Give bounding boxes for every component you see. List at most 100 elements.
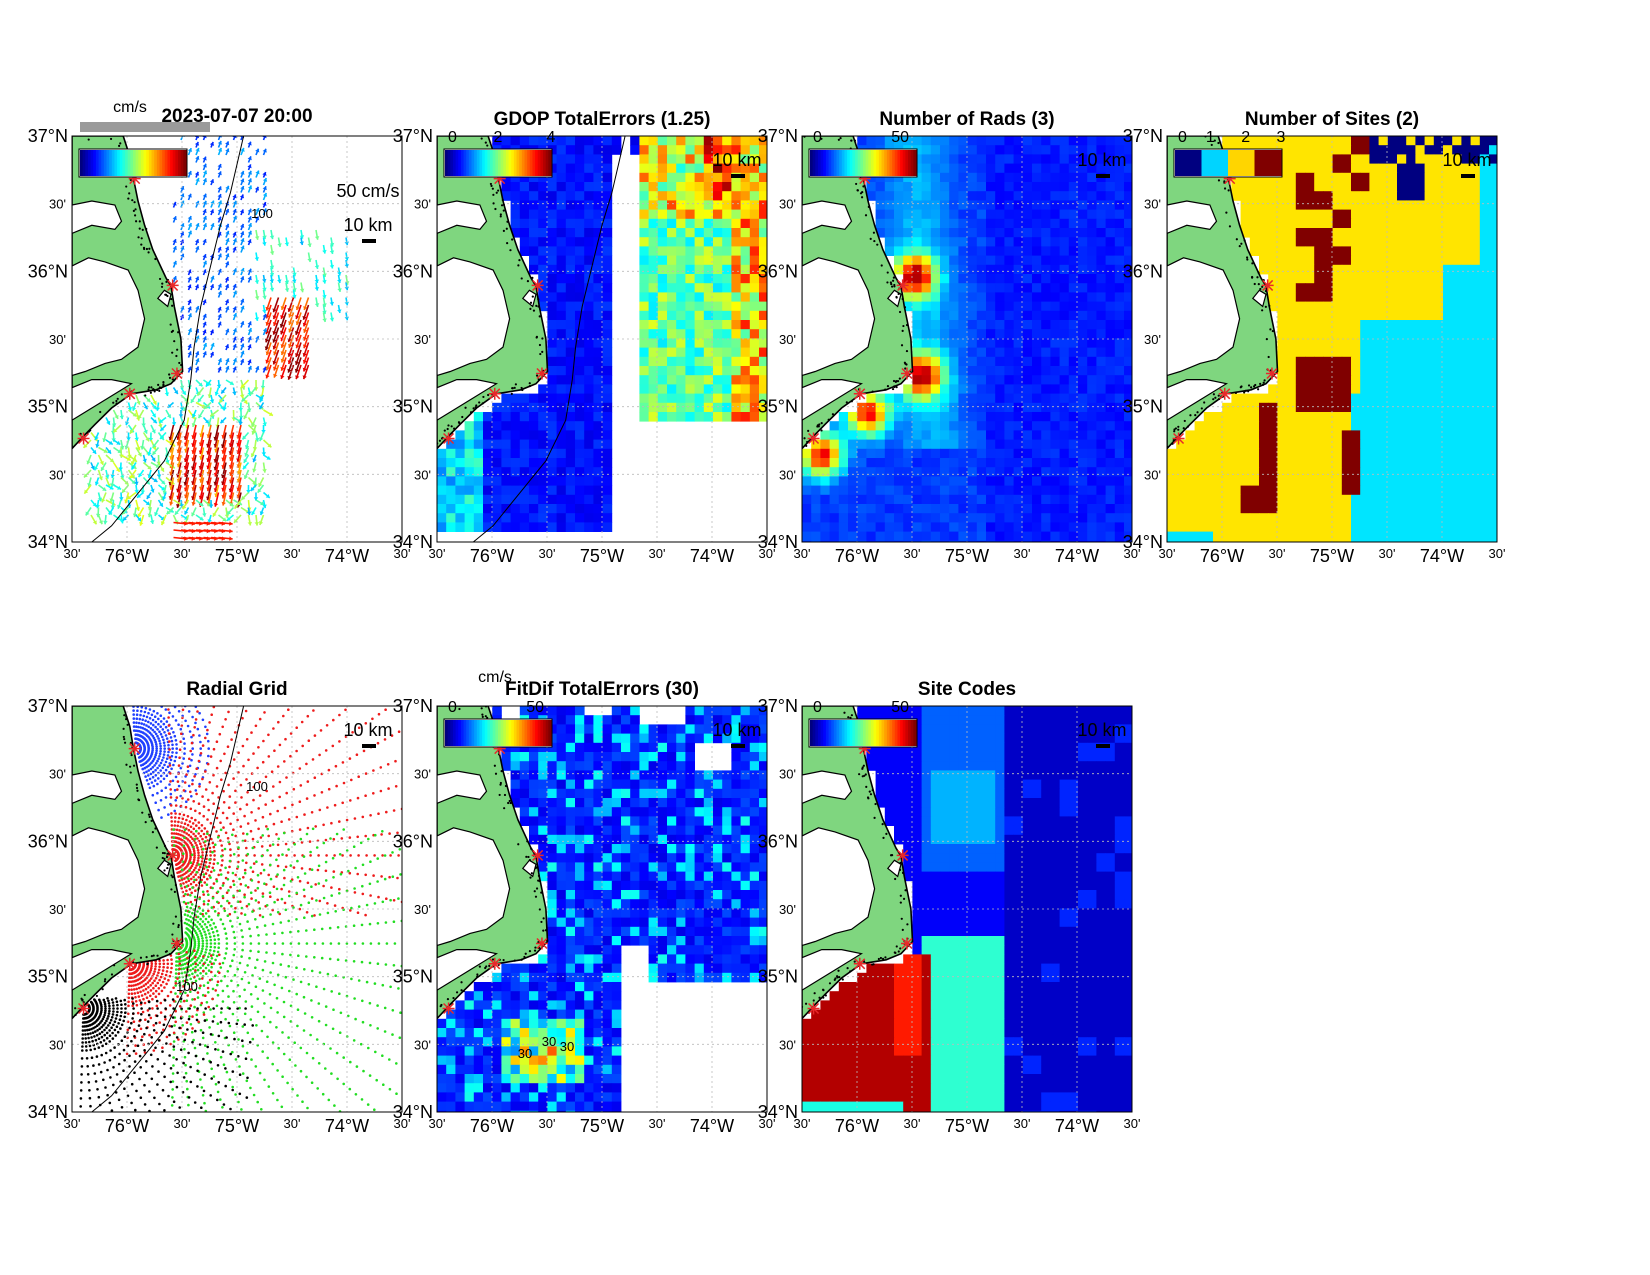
colorbar-swatch [106, 150, 110, 176]
current-vector-head [225, 246, 230, 251]
field-cell [986, 458, 996, 468]
field-cell [483, 513, 493, 523]
field-cell [749, 310, 760, 321]
field-cell [1078, 494, 1088, 505]
field-cell [986, 182, 996, 192]
field-cell [829, 421, 840, 431]
y-tick-label: 36°N [393, 261, 433, 281]
current-vector-head [127, 406, 133, 411]
field-cell [1087, 292, 1097, 302]
field-cell [1013, 218, 1024, 229]
colorbar-swatch [812, 150, 816, 176]
field-cell [1387, 356, 1398, 367]
field-cell [894, 448, 904, 459]
field-cell [676, 255, 686, 266]
field-cell [473, 458, 484, 468]
field-cell [1105, 421, 1116, 431]
field-cell [538, 421, 548, 431]
current-vector-head [302, 367, 307, 372]
field-cell [437, 504, 447, 514]
current-vector-head [151, 457, 156, 462]
field-cell [538, 439, 548, 450]
colorbar-swatch [460, 150, 465, 176]
field-cell [1397, 366, 1407, 376]
shore-detail-dot [500, 204, 504, 207]
field-cell [1305, 246, 1315, 256]
current-vector-head [272, 308, 277, 313]
field-cell [1295, 283, 1306, 293]
field-cell [722, 200, 732, 210]
field-cell [501, 430, 511, 440]
current-vector-head [243, 465, 247, 470]
field-cell [1461, 163, 1471, 174]
field-cell [759, 338, 767, 348]
field-cell [995, 485, 1005, 496]
field-cell [1022, 430, 1033, 440]
current-vector-head [255, 170, 260, 175]
field-cell [538, 237, 548, 247]
current-vector-head [232, 306, 237, 311]
field-cell [894, 421, 904, 431]
shore-detail-dot [901, 329, 904, 332]
field-cell [547, 228, 557, 238]
current-vector-head [247, 328, 253, 332]
field-cell [1415, 200, 1425, 210]
field-cell [848, 439, 858, 450]
field-cell [584, 237, 594, 247]
field-cell [838, 485, 849, 496]
field-cell [986, 145, 996, 155]
field-cell [639, 237, 649, 247]
field-cell [986, 274, 996, 284]
field-cell [1124, 485, 1132, 496]
field-cell [1424, 338, 1435, 348]
field-cell [1078, 467, 1088, 477]
field-cell [694, 356, 705, 367]
field-cell [575, 439, 585, 450]
field-cell [584, 430, 594, 440]
field-cell [1032, 228, 1042, 238]
current-vector-head [265, 366, 270, 371]
field-cell [740, 366, 751, 376]
field-cell [501, 513, 511, 523]
field-cell [657, 393, 668, 404]
field-cell [1470, 246, 1481, 256]
shore-detail-dot [893, 283, 896, 287]
field-cell [1378, 292, 1389, 302]
field-cell [1314, 163, 1324, 174]
field-cell [676, 264, 686, 275]
colorbar-swatch [857, 150, 861, 176]
field-cell [1114, 136, 1125, 146]
field-cell [1259, 182, 1269, 192]
field-cell [1378, 356, 1389, 367]
field-cell [584, 320, 594, 330]
field-cell [1360, 347, 1370, 358]
field-cell [1314, 209, 1324, 220]
field-cell [958, 531, 968, 542]
field-cell [811, 448, 821, 459]
shore-detail-dot [895, 385, 898, 389]
field-cell [921, 172, 932, 183]
field-cell [921, 356, 932, 367]
colorbar-swatch [101, 150, 105, 176]
colorbar-swatch [537, 150, 541, 176]
field-cell [584, 136, 594, 146]
field-cell [722, 154, 732, 164]
field-cell [593, 301, 603, 312]
current-vector-head [272, 338, 277, 343]
field-cell [1314, 246, 1324, 256]
colorbar-swatch [519, 150, 523, 176]
field-cell [949, 274, 959, 284]
field-cell [740, 255, 751, 266]
field-cell [1277, 356, 1287, 367]
current-vector-head [344, 286, 349, 291]
field-cell [958, 264, 968, 275]
shore-detail-dot [889, 281, 892, 284]
field-cell [875, 522, 886, 532]
field-cell [1068, 476, 1079, 486]
field-cell [1022, 439, 1033, 450]
field-cell [759, 182, 767, 192]
field-cell [1096, 347, 1106, 358]
field-cell [1360, 182, 1370, 192]
field-cell [1323, 356, 1333, 367]
field-cell [1415, 255, 1425, 266]
